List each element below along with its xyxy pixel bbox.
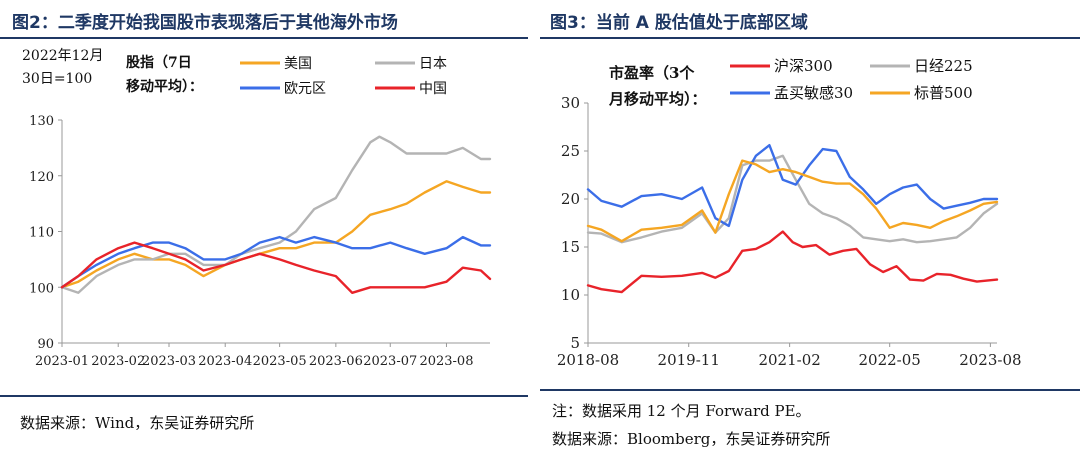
x-tick-label: 2019-11: [658, 351, 720, 369]
figure-title: 图2：二季度开始我国股市表现落后于其他海外市场: [12, 13, 398, 33]
y-tick-label: 10: [561, 286, 580, 304]
legend-label: 欧元区: [284, 81, 326, 97]
series-line-标普500: [586, 159, 999, 243]
legend-title: 移动平均）：: [126, 78, 203, 95]
legend-label: 标普500: [914, 84, 973, 102]
legend-title: 月移动平均）：: [608, 90, 707, 108]
series-line-美国: [60, 180, 492, 289]
legend-label: 美国: [284, 56, 312, 72]
x-tick-label: 2023-07: [363, 354, 417, 369]
legend-label: 中国: [419, 81, 447, 97]
y-tick-label: 30: [561, 94, 580, 112]
y-tick-label: 90: [37, 337, 54, 352]
y-tick-label: 25: [561, 142, 580, 160]
x-tick-label: 2023-01: [35, 354, 89, 369]
legend-label: 日本: [419, 56, 447, 72]
base-note: 30日=100: [22, 71, 92, 87]
x-tick-label: 2023-06: [309, 354, 363, 369]
series-line-日经225: [586, 154, 999, 244]
source-note: 数据来源：Bloomberg，东吴证券研究所: [552, 430, 831, 448]
x-tick-label: 2023-08: [959, 351, 1021, 369]
y-tick-label: 130: [29, 114, 54, 129]
legend-title: 股指（7日: [126, 54, 192, 71]
y-tick-label: 100: [29, 281, 54, 296]
chart-right: 5 10 15 20 25 30 2018-08 2019-11 2021-02 2022-05 2…: [557, 57, 1022, 369]
y-tick-label: 120: [29, 170, 54, 185]
figure-right: 图3：当前 A 股估值处于底部区域 5 10 15 20 25 30 2018-08 2019…: [540, 0, 1080, 463]
footnote: 注：数据采用 12 个月 Forward PE。: [552, 402, 811, 420]
series-line-孟买敏感30: [586, 143, 999, 228]
base-note: 2022年12月: [22, 48, 103, 64]
figure-left: 图2：二季度开始我国股市表现落后于其他海外市场 90 100 110 120 130 20…: [0, 0, 528, 463]
y-tick-label: 20: [561, 190, 580, 208]
figure-title: 图3：当前 A 股估值处于底部区域: [550, 13, 808, 33]
x-tick-label: 2023-05: [253, 354, 307, 369]
legend-title: 市盈率（3个: [609, 64, 695, 82]
source-note: 数据来源：Wind，东吴证券研究所: [20, 414, 255, 432]
legend-label: 孟买敏感30: [774, 84, 853, 102]
y-tick-label: 110: [29, 226, 54, 241]
x-tick-label: 2023-08: [419, 354, 473, 369]
x-tick-label: 2023-02: [91, 354, 145, 369]
source-rule: [0, 395, 528, 397]
x-tick-label: 2022-05: [859, 351, 921, 369]
x-tick-label: 2023-04: [198, 354, 252, 369]
series-line-日本: [60, 135, 492, 295]
x-tick-label: 2021-02: [758, 351, 820, 369]
y-tick-label: 5: [570, 334, 580, 352]
series-line-沪深300: [586, 230, 999, 294]
legend-label: 沪深300: [774, 57, 833, 75]
x-tick-label: 2018-08: [557, 351, 619, 369]
series-line-中国: [60, 241, 492, 295]
series-line-欧元区: [60, 235, 492, 289]
x-tick-label: 2023-03: [142, 354, 196, 369]
y-tick-label: 15: [561, 238, 580, 256]
legend-label: 日经225: [914, 57, 973, 75]
note-rule: [540, 389, 1080, 391]
title-rule: [540, 37, 1080, 39]
title-rule: [0, 37, 528, 39]
